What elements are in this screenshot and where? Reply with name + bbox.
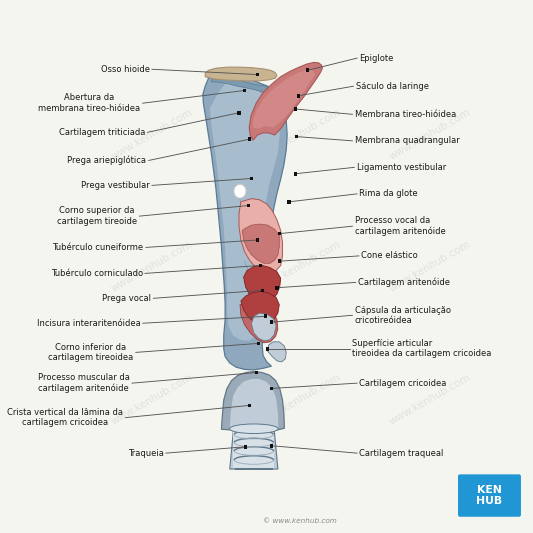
Text: www.kenhub.com: www.kenhub.com <box>110 107 195 161</box>
Text: www.kenhub.com: www.kenhub.com <box>258 239 343 294</box>
Text: Superfície articular
tireoidea da cartilagem cricoidea: Superfície articular tireoidea da cartil… <box>352 339 491 358</box>
Polygon shape <box>278 232 281 236</box>
Text: Corno inferior da
cartilagem tireoidea: Corno inferior da cartilagem tireoidea <box>48 343 133 362</box>
Polygon shape <box>249 62 322 140</box>
Polygon shape <box>259 264 262 267</box>
Polygon shape <box>233 428 274 468</box>
Polygon shape <box>243 224 279 263</box>
Polygon shape <box>252 313 276 341</box>
Polygon shape <box>205 67 277 81</box>
Text: Processo muscular da
cartilagem aritenóide: Processo muscular da cartilagem aritenói… <box>38 373 130 393</box>
Text: Ligamento vestibular: Ligamento vestibular <box>357 163 446 172</box>
Polygon shape <box>203 75 287 370</box>
Polygon shape <box>255 370 258 374</box>
Text: www.kenhub.com: www.kenhub.com <box>258 107 343 161</box>
Polygon shape <box>261 288 264 292</box>
Polygon shape <box>253 69 315 128</box>
Polygon shape <box>270 444 273 448</box>
Polygon shape <box>248 138 251 141</box>
Text: Membrana tireo-hióidea: Membrana tireo-hióidea <box>355 110 456 119</box>
Polygon shape <box>241 292 279 324</box>
Polygon shape <box>221 372 285 432</box>
Text: www.kenhub.com: www.kenhub.com <box>258 372 343 426</box>
Text: Crista vertical da lâmina da
cartilagem cricoidea: Crista vertical da lâmina da cartilagem … <box>7 408 123 427</box>
Text: Cartilagem traqueal: Cartilagem traqueal <box>359 449 444 458</box>
Text: Membrana quadrangular: Membrana quadrangular <box>355 136 459 146</box>
Ellipse shape <box>230 424 278 433</box>
Text: Cápsula da articulação
cricotireóidea: Cápsula da articulação cricotireóidea <box>355 305 451 325</box>
Text: Cone elástico: Cone elástico <box>361 252 418 261</box>
Polygon shape <box>266 347 269 351</box>
Polygon shape <box>270 320 273 324</box>
Text: Rima da glote: Rima da glote <box>359 189 418 198</box>
Text: www.kenhub.com: www.kenhub.com <box>387 107 472 161</box>
Polygon shape <box>256 238 259 242</box>
Polygon shape <box>257 342 260 345</box>
Text: Cartilagem aritenóide: Cartilagem aritenóide <box>358 278 450 287</box>
Text: Tubérculo corniculado: Tubérculo corniculado <box>51 269 143 278</box>
Polygon shape <box>276 286 279 289</box>
Text: www.kenhub.com: www.kenhub.com <box>387 372 472 426</box>
Text: © www.kenhub.com: © www.kenhub.com <box>263 518 337 524</box>
FancyBboxPatch shape <box>458 474 521 517</box>
Polygon shape <box>268 342 286 362</box>
Polygon shape <box>211 76 268 93</box>
Text: Cartilagem cricoidea: Cartilagem cricoidea <box>359 378 447 387</box>
Text: Sáculo da laringe: Sáculo da laringe <box>356 82 429 91</box>
Polygon shape <box>244 445 247 449</box>
Polygon shape <box>247 204 250 207</box>
Polygon shape <box>306 68 309 72</box>
Text: Incisura interaritenóidea: Incisura interaritenóidea <box>37 319 140 328</box>
Polygon shape <box>248 403 251 407</box>
Polygon shape <box>243 88 246 92</box>
Polygon shape <box>239 199 282 273</box>
Polygon shape <box>294 107 297 111</box>
Polygon shape <box>297 94 300 98</box>
Text: Prega vocal: Prega vocal <box>102 294 151 303</box>
Text: Prega ariepiglótica: Prega ariepiglótica <box>67 156 147 165</box>
Polygon shape <box>287 200 290 204</box>
Text: Tubérculo cuneiforme: Tubérculo cuneiforme <box>53 243 144 252</box>
Polygon shape <box>237 111 240 115</box>
Polygon shape <box>230 379 278 431</box>
Polygon shape <box>294 172 297 175</box>
Text: www.kenhub.com: www.kenhub.com <box>387 239 472 294</box>
Text: KEN
HUB: KEN HUB <box>477 485 503 506</box>
Text: Osso hioide: Osso hioide <box>101 64 150 74</box>
Polygon shape <box>244 265 281 303</box>
Text: Processo vocal da
cartilagem aritenóide: Processo vocal da cartilagem aritenóide <box>355 216 446 236</box>
Text: Abertura da
membrana tireo-hióidea: Abertura da membrana tireo-hióidea <box>38 93 140 113</box>
Circle shape <box>234 184 246 198</box>
Text: Traqueia: Traqueia <box>128 449 164 458</box>
Text: Corno superior da
cartilagem tireoide: Corno superior da cartilagem tireoide <box>57 206 137 226</box>
Text: Epiglote: Epiglote <box>359 54 394 62</box>
Text: Cartilagem triticiada: Cartilagem triticiada <box>59 128 145 137</box>
Polygon shape <box>210 82 280 341</box>
Polygon shape <box>295 135 298 139</box>
Polygon shape <box>256 72 259 76</box>
Polygon shape <box>264 314 267 318</box>
Polygon shape <box>270 386 273 390</box>
Polygon shape <box>278 260 281 263</box>
Polygon shape <box>250 176 253 180</box>
Text: Prega vestibular: Prega vestibular <box>81 181 150 190</box>
Text: www.kenhub.com: www.kenhub.com <box>110 239 195 294</box>
Polygon shape <box>240 302 278 343</box>
Text: www.kenhub.com: www.kenhub.com <box>110 372 195 426</box>
Polygon shape <box>230 430 278 469</box>
